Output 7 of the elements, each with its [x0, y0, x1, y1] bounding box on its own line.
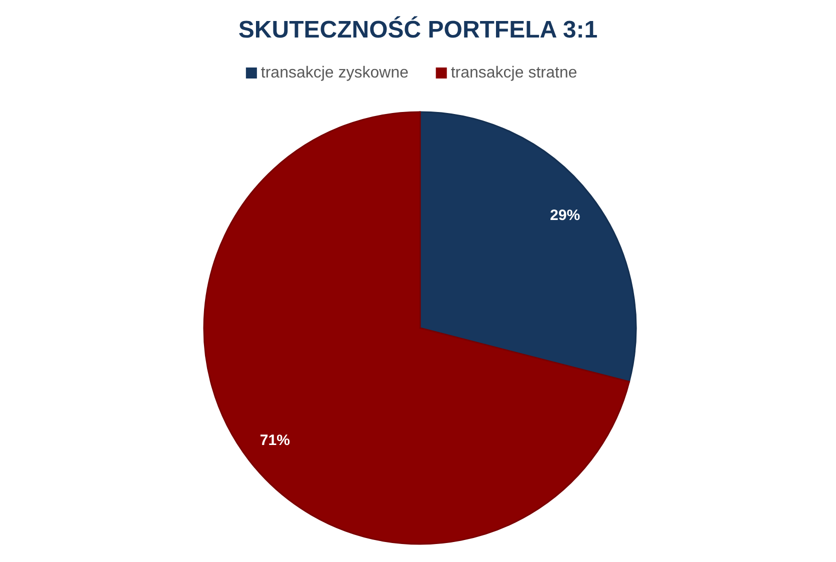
- pie-slice: [419, 111, 637, 382]
- legend-label: transakcje stratne: [450, 64, 578, 82]
- chart-title: SKUTECZNOŚĆ PORTFELA 3:1: [238, 16, 598, 44]
- pie-slice: [203, 111, 630, 545]
- data-label: 29%: [550, 206, 580, 224]
- legend-label: transakcje zyskowne: [260, 64, 409, 82]
- data-label: 71%: [260, 432, 290, 450]
